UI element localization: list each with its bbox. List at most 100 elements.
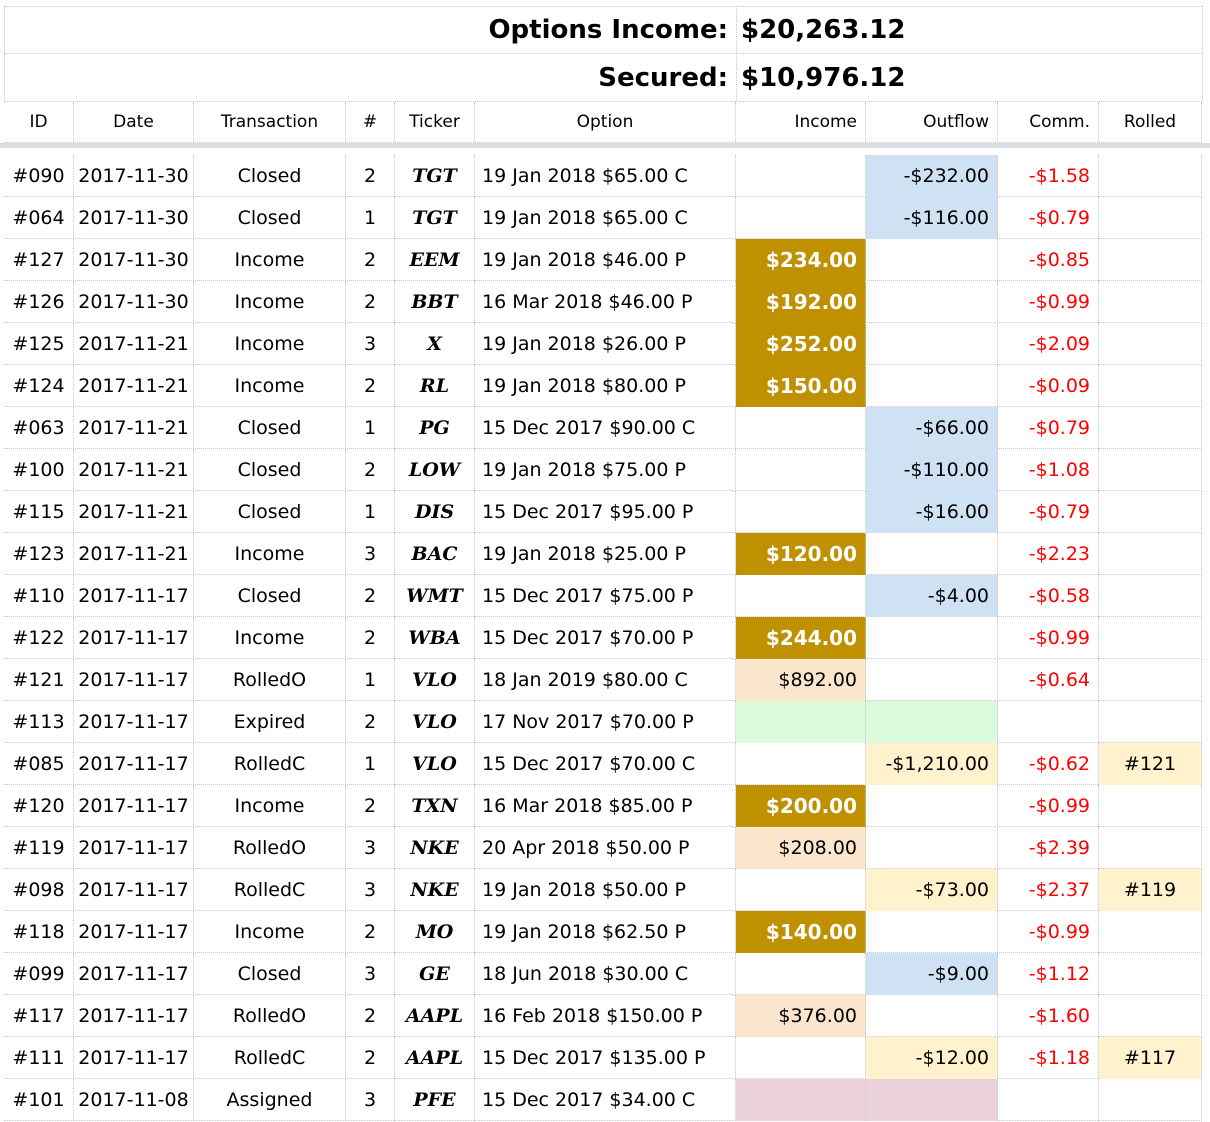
cell-option[interactable]: 15 Dec 2017 $90.00 C [475,407,736,449]
cell-id[interactable]: #120 [4,785,74,827]
cell-ticker[interactable]: BBT [395,281,475,323]
cell-date[interactable]: 2017-11-17 [74,953,194,995]
cell-quantity[interactable]: 3 [346,869,395,911]
cell-quantity[interactable]: 2 [346,155,395,197]
cell-income[interactable]: $208.00 [736,827,866,869]
cell-option[interactable]: 18 Jan 2019 $80.00 C [475,659,736,701]
cell-income[interactable] [736,743,866,785]
cell-income[interactable] [736,197,866,239]
cell-commission[interactable]: -$0.85 [998,239,1099,281]
cell-id[interactable]: #111 [4,1037,74,1079]
cell-commission[interactable]: -$1.60 [998,995,1099,1037]
cell-commission[interactable]: -$1.12 [998,953,1099,995]
cell-date[interactable]: 2017-11-30 [74,197,194,239]
cell-outflow[interactable]: -$116.00 [866,197,998,239]
cell-income[interactable]: $234.00 [736,239,866,281]
col-header-transaction[interactable]: Transaction [194,102,346,142]
cell-date[interactable]: 2017-11-30 [74,239,194,281]
cell-commission[interactable]: -$0.58 [998,575,1099,617]
col-header-quantity[interactable]: # [346,102,395,142]
options-income-value[interactable]: $20,263.12 [737,6,1203,53]
cell-outflow[interactable]: -$110.00 [866,449,998,491]
cell-quantity[interactable]: 2 [346,575,395,617]
cell-date[interactable]: 2017-11-21 [74,533,194,575]
cell-quantity[interactable]: 3 [346,953,395,995]
cell-outflow[interactable]: -$9.00 [866,953,998,995]
cell-outflow[interactable]: -$1,210.00 [866,743,998,785]
cell-income[interactable]: $140.00 [736,911,866,953]
cell-ticker[interactable]: MO [395,911,475,953]
cell-date[interactable]: 2017-11-08 [74,1079,194,1121]
cell-date[interactable]: 2017-11-17 [74,617,194,659]
cell-option[interactable]: 15 Dec 2017 $70.00 C [475,743,736,785]
cell-transaction[interactable]: RolledC [194,869,346,911]
cell-id[interactable]: #118 [4,911,74,953]
cell-quantity[interactable]: 2 [346,239,395,281]
cell-quantity[interactable]: 1 [346,407,395,449]
cell-date[interactable]: 2017-11-21 [74,407,194,449]
cell-id[interactable]: #125 [4,323,74,365]
cell-income[interactable]: $150.00 [736,365,866,407]
cell-ticker[interactable]: X [395,323,475,365]
cell-rolled[interactable] [1099,911,1202,953]
cell-quantity[interactable]: 1 [346,197,395,239]
cell-rolled[interactable] [1099,407,1202,449]
cell-commission[interactable]: -$0.99 [998,617,1099,659]
cell-income[interactable] [736,1037,866,1079]
cell-option[interactable]: 15 Dec 2017 $135.00 P [475,1037,736,1079]
cell-date[interactable]: 2017-11-17 [74,575,194,617]
cell-option[interactable]: 15 Dec 2017 $70.00 P [475,617,736,659]
cell-rolled[interactable] [1099,785,1202,827]
cell-rolled[interactable] [1099,155,1202,197]
cell-income[interactable] [736,701,866,743]
cell-rolled[interactable]: #121 [1099,743,1202,785]
cell-ticker[interactable]: TGT [395,155,475,197]
cell-income[interactable]: $192.00 [736,281,866,323]
cell-date[interactable]: 2017-11-21 [74,323,194,365]
cell-transaction[interactable]: Assigned [194,1079,346,1121]
cell-rolled[interactable] [1099,1079,1202,1121]
cell-ticker[interactable]: PG [395,407,475,449]
cell-rolled[interactable] [1099,575,1202,617]
cell-date[interactable]: 2017-11-30 [74,155,194,197]
cell-commission[interactable]: -$0.79 [998,197,1099,239]
cell-income[interactable] [736,407,866,449]
cell-transaction[interactable]: Expired [194,701,346,743]
cell-ticker[interactable]: TGT [395,197,475,239]
cell-ticker[interactable]: RL [395,365,475,407]
cell-rolled[interactable] [1099,197,1202,239]
cell-transaction[interactable]: Closed [194,155,346,197]
cell-commission[interactable] [998,701,1099,743]
cell-outflow[interactable]: -$232.00 [866,155,998,197]
cell-commission[interactable]: -$0.79 [998,491,1099,533]
cell-outflow[interactable] [866,911,998,953]
cell-outflow[interactable] [866,617,998,659]
cell-quantity[interactable]: 2 [346,281,395,323]
cell-date[interactable]: 2017-11-17 [74,785,194,827]
cell-date[interactable]: 2017-11-21 [74,365,194,407]
cell-income[interactable] [736,953,866,995]
col-header-option[interactable]: Option [475,102,736,142]
cell-transaction[interactable]: RolledO [194,827,346,869]
cell-option[interactable]: 19 Jan 2018 $50.00 P [475,869,736,911]
cell-date[interactable]: 2017-11-17 [74,1037,194,1079]
cell-commission[interactable]: -$2.23 [998,533,1099,575]
col-header-id[interactable]: ID [4,102,74,142]
cell-id[interactable]: #064 [4,197,74,239]
cell-commission[interactable]: -$2.37 [998,869,1099,911]
cell-id[interactable]: #119 [4,827,74,869]
cell-date[interactable]: 2017-11-17 [74,911,194,953]
cell-transaction[interactable]: RolledC [194,1037,346,1079]
cell-quantity[interactable]: 3 [346,827,395,869]
cell-ticker[interactable]: NKE [395,827,475,869]
cell-id[interactable]: #115 [4,491,74,533]
cell-date[interactable]: 2017-11-21 [74,449,194,491]
cell-income[interactable] [736,491,866,533]
cell-option[interactable]: 19 Jan 2018 $46.00 P [475,239,736,281]
cell-income[interactable]: $120.00 [736,533,866,575]
cell-option[interactable]: 19 Jan 2018 $75.00 P [475,449,736,491]
cell-commission[interactable]: -$1.08 [998,449,1099,491]
cell-outflow[interactable] [866,281,998,323]
col-header-date[interactable]: Date [74,102,194,142]
cell-ticker[interactable]: TXN [395,785,475,827]
